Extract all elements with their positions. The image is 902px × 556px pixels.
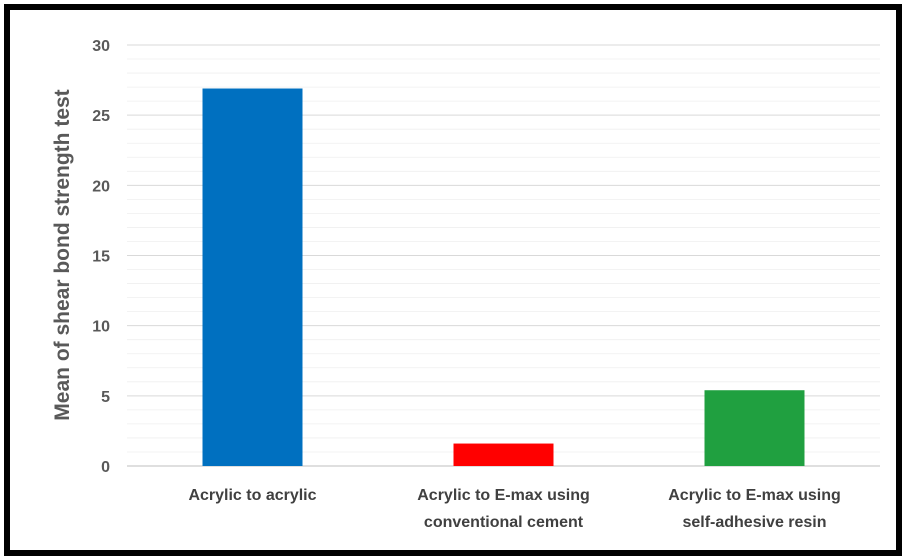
x-category-label: self-adhesive resin [682, 514, 826, 531]
x-category-label: Acrylic to E-max using [417, 487, 590, 504]
y-axis-label: Mean of shear bond strength test [51, 89, 74, 420]
y-tick-label: 30 [92, 38, 110, 55]
x-category-label: conventional cement [424, 514, 584, 531]
y-tick-label: 25 [92, 108, 110, 125]
y-axis-ticks: 0 5 10 15 20 25 30 [92, 38, 110, 476]
bars [202, 88, 805, 467]
bar-3 [704, 390, 805, 466]
x-axis-categories: Acrylic to acrylic Acrylic to E-max using… [188, 487, 840, 531]
y-tick-label: 5 [101, 389, 110, 406]
x-category-label: Acrylic to acrylic [188, 487, 316, 504]
y-tick-label: 15 [92, 249, 110, 266]
y-tick-label: 10 [92, 319, 110, 336]
bar-1 [202, 88, 303, 467]
bar-2 [453, 443, 554, 466]
x-category-label: Acrylic to E-max using [668, 487, 841, 504]
y-tick-label: 20 [92, 178, 110, 195]
y-tick-label: 0 [101, 459, 110, 476]
